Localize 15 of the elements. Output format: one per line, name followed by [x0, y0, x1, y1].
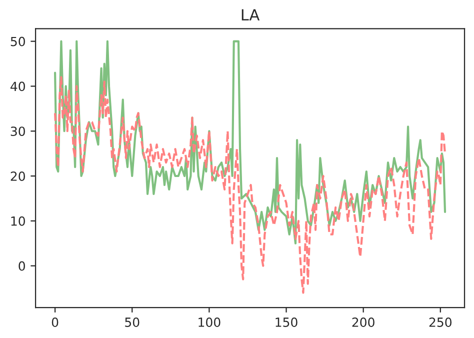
- y-tick-label: 30: [10, 126, 25, 136]
- y-tick-label: 40: [10, 82, 25, 92]
- y-tick-label: 20: [10, 171, 25, 181]
- y-tick-label: 50: [10, 36, 25, 46]
- line-series: [54, 40, 446, 244]
- chart-title: LA: [242, 9, 260, 20]
- x-tick-label: 200: [352, 318, 374, 327]
- line-series: [54, 76, 446, 294]
- x-tick-label: 250: [429, 318, 452, 327]
- x-tick-label: 100: [198, 318, 220, 327]
- y-tick-label: 10: [11, 216, 25, 226]
- y-tick-label: 0: [18, 261, 25, 271]
- x-tick-label: 50: [125, 318, 140, 327]
- x-tick-label: 150: [276, 318, 298, 327]
- x-tick-label: 0: [52, 318, 58, 327]
